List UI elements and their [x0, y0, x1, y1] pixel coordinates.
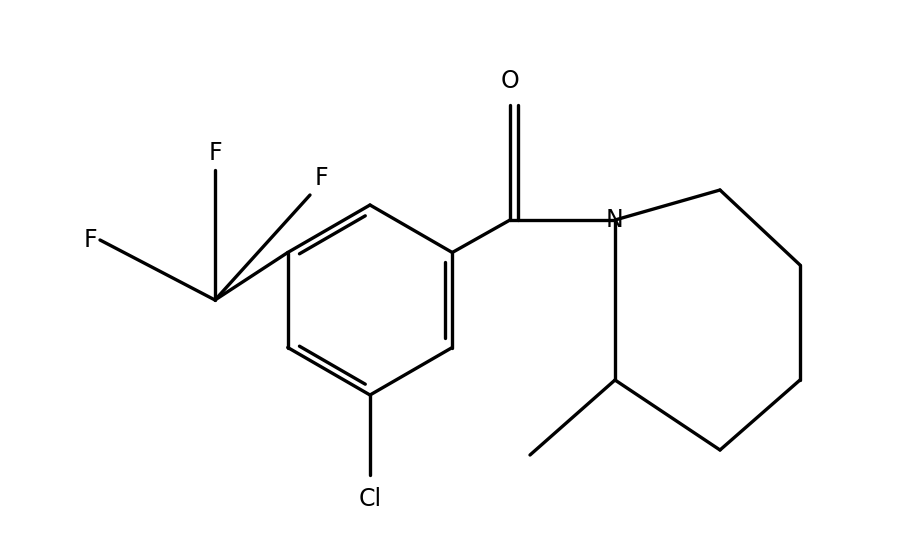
Text: Cl: Cl: [358, 487, 382, 511]
Text: F: F: [84, 228, 97, 252]
Text: F: F: [208, 141, 222, 165]
Text: N: N: [606, 208, 624, 232]
Text: O: O: [500, 69, 519, 93]
Text: F: F: [315, 166, 329, 190]
